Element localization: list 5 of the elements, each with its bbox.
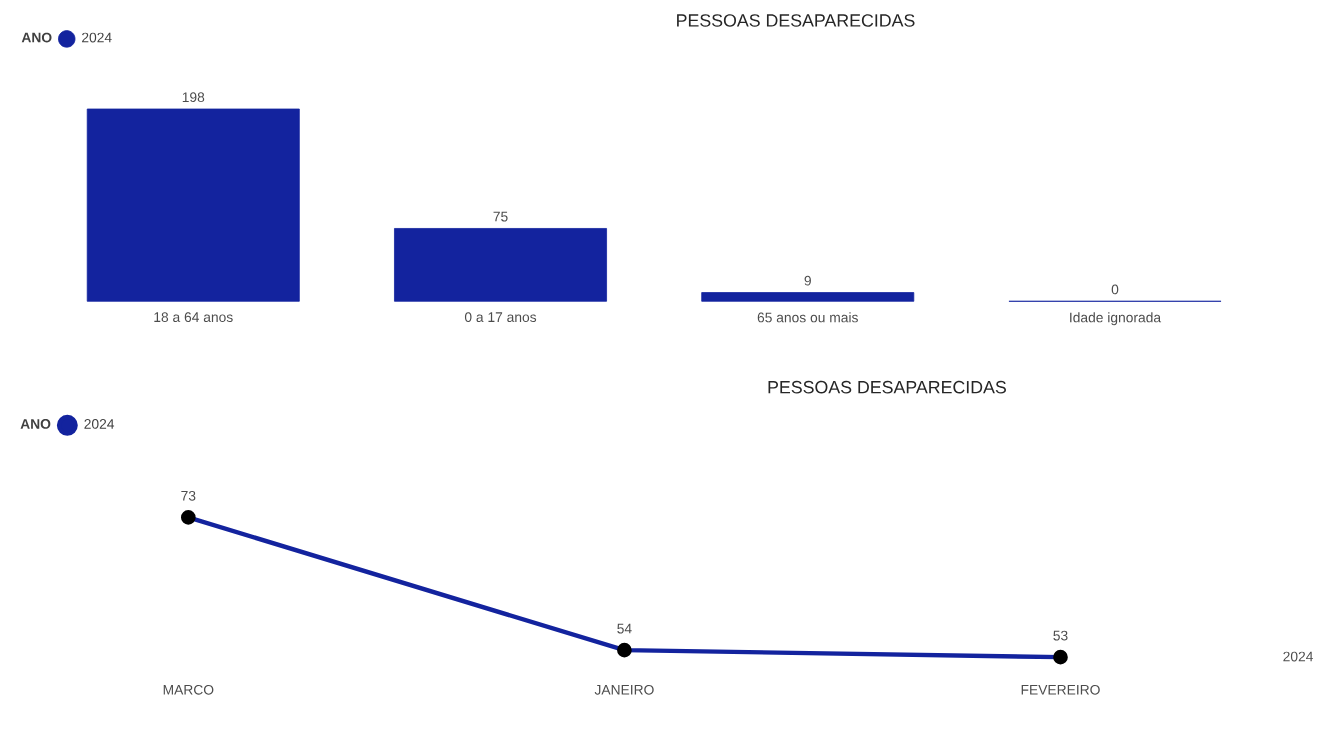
chart-title: PESSOAS DESAPARECIDAS — [677, 14, 915, 28]
chart-title: PESSOAS DESAPARECIDAS — [768, 381, 1006, 394]
bar — [701, 292, 915, 302]
bar — [394, 228, 607, 302]
bar — [86, 108, 300, 302]
